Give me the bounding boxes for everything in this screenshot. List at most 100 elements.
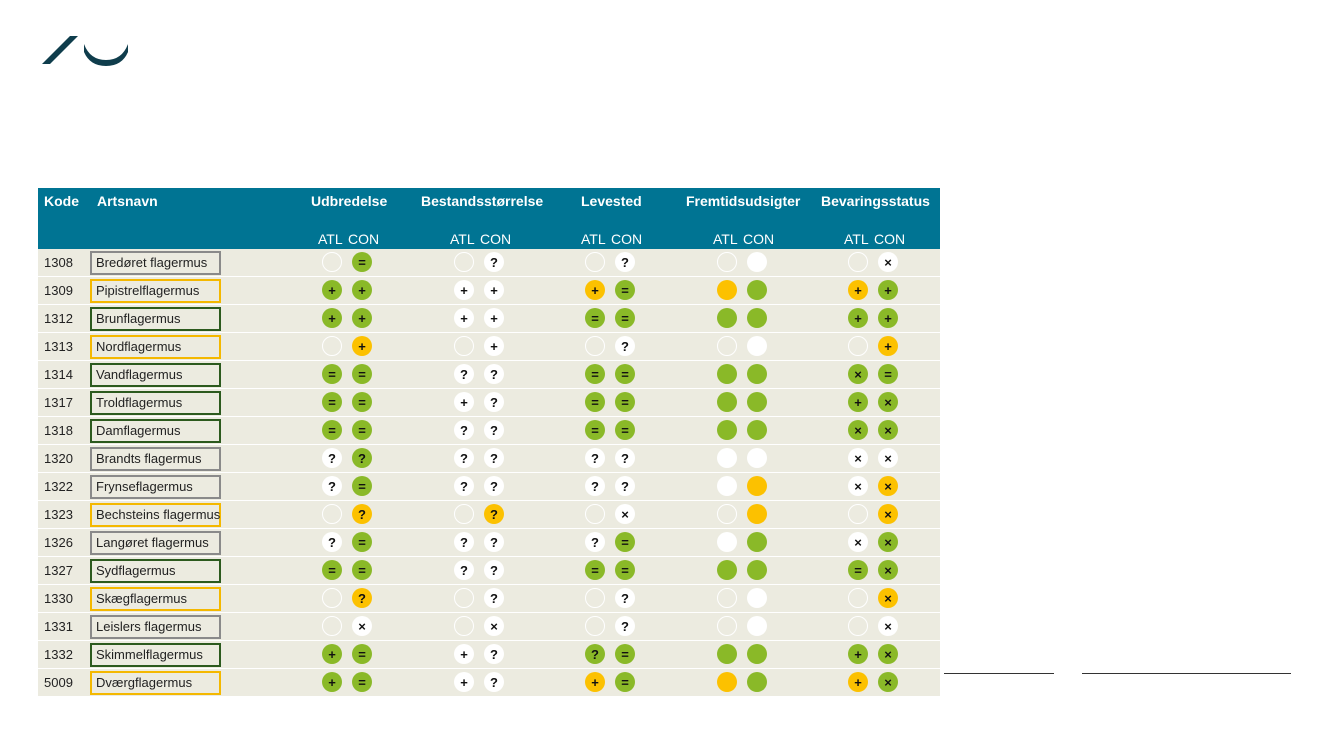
species-code: 1312 <box>44 311 73 326</box>
status-symbol-icon: + <box>848 308 868 328</box>
status-symbol-icon: = <box>615 560 635 580</box>
status-symbol-icon: + <box>322 280 342 300</box>
status-symbol-icon <box>848 504 868 524</box>
header-artsnavn: Artsnavn <box>97 193 158 209</box>
species-name: Damflagermus <box>90 419 221 443</box>
status-symbol-icon <box>454 616 474 636</box>
status-symbol-icon: + <box>848 644 868 664</box>
status-symbol-icon: = <box>615 672 635 692</box>
species-name: Skimmelflagermus <box>90 643 221 667</box>
status-symbol-icon: + <box>848 392 868 412</box>
status-symbol-icon: + <box>848 280 868 300</box>
status-symbol-icon: ? <box>484 532 504 552</box>
status-symbol-icon: + <box>878 308 898 328</box>
species-code: 1326 <box>44 535 73 550</box>
status-symbol-icon: + <box>352 280 372 300</box>
species-name: Brandts flagermus <box>90 447 221 471</box>
status-symbol-icon: = <box>322 420 342 440</box>
status-symbol-icon: = <box>878 364 898 384</box>
status-symbol-icon <box>322 252 342 272</box>
status-symbol-icon: + <box>322 672 342 692</box>
species-code: 1308 <box>44 255 73 270</box>
status-symbol-icon: = <box>585 364 605 384</box>
table-row: 5009 Dværgflagermus + = +? + = + × <box>38 669 940 697</box>
status-symbol-icon: × <box>352 616 372 636</box>
status-symbol-icon: = <box>585 420 605 440</box>
table-row: 1318 Damflagermus = =?? = = × × <box>38 417 940 445</box>
header-fremtidsudsigter: Fremtidsudsigter <box>686 193 801 209</box>
table-row: 1320 Brandts flagermus?????? × × <box>38 445 940 473</box>
status-symbol-icon: × <box>848 364 868 384</box>
status-symbol-icon: ? <box>585 532 605 552</box>
table-row: 1323 Bechsteins flagermus?? × × <box>38 501 940 529</box>
species-code: 1330 <box>44 591 73 606</box>
header-atl: ATL <box>581 231 606 247</box>
status-symbol-icon: ? <box>585 644 605 664</box>
status-symbol-icon <box>717 504 737 524</box>
status-symbol-icon: × <box>848 476 868 496</box>
species-name: Vandflagermus <box>90 363 221 387</box>
species-name: Nordflagermus <box>90 335 221 359</box>
status-symbol-icon: × <box>484 616 504 636</box>
table-row: 1314 Vandflagermus = =?? = = × = <box>38 361 940 389</box>
species-code: 1322 <box>44 479 73 494</box>
status-symbol-icon <box>747 616 767 636</box>
status-symbol-icon <box>717 616 737 636</box>
status-symbol-icon: = <box>322 364 342 384</box>
header-levested: Levested <box>581 193 642 209</box>
status-symbol-icon <box>717 308 737 328</box>
status-symbol-icon: × <box>878 392 898 412</box>
status-symbol-icon <box>585 252 605 272</box>
status-symbol-icon <box>747 420 767 440</box>
status-symbol-icon: ? <box>484 420 504 440</box>
status-symbol-icon: ? <box>484 448 504 468</box>
table-row: 1331 Leislers flagermus × ×? × <box>38 613 940 641</box>
status-symbol-icon: ? <box>484 476 504 496</box>
header-kode: Kode <box>44 193 79 209</box>
status-symbol-icon: × <box>615 504 635 524</box>
status-symbol-icon <box>747 308 767 328</box>
species-name: Leislers flagermus <box>90 615 221 639</box>
status-symbol-icon <box>717 392 737 412</box>
status-symbol-icon <box>717 336 737 356</box>
status-symbol-icon: + <box>352 336 372 356</box>
table-row: 1309 Pipistrelflagermus + + + + + = + + <box>38 277 940 305</box>
table-row: 1312 Brunflagermus + + + + = = + + <box>38 305 940 333</box>
status-symbol-icon <box>585 616 605 636</box>
header-atl: ATL <box>713 231 738 247</box>
status-symbol-icon <box>747 252 767 272</box>
species-code: 1314 <box>44 367 73 382</box>
status-symbol-icon: ? <box>454 420 474 440</box>
status-symbol-icon: ? <box>585 448 605 468</box>
species-name: Langøret flagermus <box>90 531 221 555</box>
status-symbol-icon: + <box>878 336 898 356</box>
status-symbol-icon: + <box>454 644 474 664</box>
table-row: 1308 Bredøret flagermus =?? × <box>38 249 940 277</box>
header-bestandsstoerrelse: Bestandsstørrelse <box>421 193 544 209</box>
status-symbol-icon: = <box>615 392 635 412</box>
header-bevaringsstatus: Bevaringsstatus <box>821 193 930 209</box>
species-name: Dværgflagermus <box>90 671 221 695</box>
status-symbol-icon <box>747 672 767 692</box>
status-symbol-icon: ? <box>615 476 635 496</box>
table-body: 1308 Bredøret flagermus =?? × 1309 Pipistrelf… <box>38 249 940 697</box>
status-symbol-icon <box>322 616 342 636</box>
table-row: 1327 Sydflagermus = =?? = = = × <box>38 557 940 585</box>
status-symbol-icon: ? <box>484 504 504 524</box>
status-symbol-icon: ? <box>322 476 342 496</box>
status-symbol-icon: + <box>454 392 474 412</box>
status-symbol-icon: × <box>878 476 898 496</box>
status-symbol-icon <box>848 252 868 272</box>
header-atl: ATL <box>318 231 343 247</box>
status-symbol-icon <box>454 252 474 272</box>
status-symbol-icon: + <box>322 644 342 664</box>
status-symbol-icon: ? <box>454 448 474 468</box>
status-symbol-icon: = <box>615 644 635 664</box>
status-symbol-icon: × <box>878 616 898 636</box>
organization-logo <box>42 36 128 66</box>
status-symbol-icon: = <box>352 644 372 664</box>
species-code: 1331 <box>44 619 73 634</box>
status-symbol-icon: = <box>352 476 372 496</box>
status-symbol-icon: = <box>352 252 372 272</box>
status-symbol-icon: + <box>848 672 868 692</box>
